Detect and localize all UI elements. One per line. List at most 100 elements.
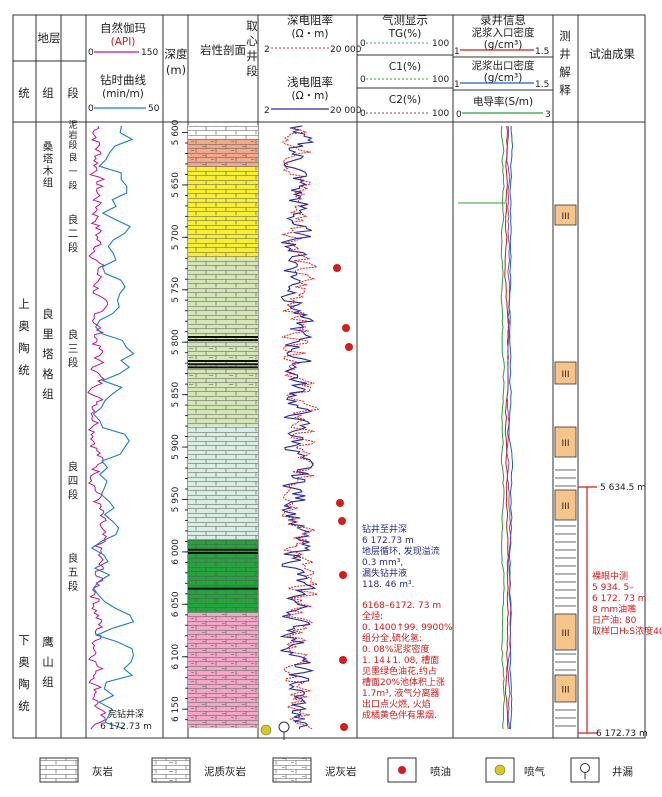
svg-text:取: 取 [246,19,258,33]
svg-text:良: 良 [68,328,79,341]
depth-label: 5 900 [171,434,181,460]
red-note-line: 全烃: [362,610,383,622]
test-bottom-label: 6 172.73 m [596,729,648,739]
mud-in-title: 泥浆入口密度 [472,26,535,39]
svg-text:一: 一 [68,168,77,178]
limestone-legend: 灰岩 [92,765,113,778]
member-0: 泥岩段 [68,120,77,151]
svg-text:里: 里 [42,327,54,341]
mud-in-min: 1 [454,47,460,57]
svg-text:良: 良 [68,460,79,473]
test-title: 试油成果 [589,47,635,61]
svg-text:良: 良 [68,213,79,226]
purple-curve [506,125,512,730]
mud-out-unit: (g/cm³) [484,72,523,84]
test-top-label: 5 634.5 m [600,483,646,493]
blue-note-line: 地层循环, 发现溢流 [362,545,440,557]
interp-label: III [562,370,570,380]
svg-text:桑: 桑 [43,141,54,153]
marl-legend: 泥灰岩 [325,765,357,778]
litho-pattern [188,612,258,729]
drill-title: 钻时曲线 [100,73,146,87]
depth-label: 5 950 [171,486,181,512]
red-note-line: 1. 14↓1. 08, 槽面 [362,654,439,666]
red-note-line: 6168–6172. 73 m [362,601,441,611]
cond-min: 0 [456,110,462,120]
depth-label: 5 800 [171,329,181,355]
mud-in-max: 1.5 [535,47,549,57]
group-header: 组 [42,86,54,100]
mud-out-max: 1.5 [535,80,549,90]
svg-text:山: 山 [42,655,54,669]
svg-text:鹰: 鹰 [42,635,54,649]
gamma-max: 150 [141,48,158,58]
limestone-legend-swatch [39,757,79,783]
svg-text:段: 段 [246,64,258,78]
interp-zone [554,204,577,226]
drill-complete-depth: 6 172.73 m [100,722,152,732]
svg-text:格: 格 [42,367,54,381]
red-note-line: 0. 1400↑99. 9900% [362,623,453,633]
interp-label: III [562,686,570,696]
svg-text:段: 段 [68,488,79,501]
member-4: 良四段 [68,460,79,501]
depth-label: 5 700 [171,224,181,250]
oil-spray-legend: 喷油 [430,765,451,778]
litho-pattern [188,125,258,139]
drill-min: 0 [88,104,94,114]
shallow-res-unit: (Ω・m) [292,90,329,102]
svg-text:组: 组 [42,675,54,689]
red-note-line: 成橘黄色伴有黑烟. [362,709,437,721]
interp-label: III [562,212,570,222]
svg-text:井: 井 [246,49,258,63]
svg-text:陶: 陶 [18,341,30,355]
muddy-limestone-legend-swatch [151,757,191,783]
litho-title: 岩性剖面 [200,43,246,57]
svg-text:统: 统 [18,699,30,713]
depth-label: 5 750 [171,277,181,303]
test-note-line: 8 mm油嘴 [592,603,636,615]
marl-legend-swatch [272,757,312,783]
blue-note-line: 118. 46 m³. [362,580,414,590]
svg-text:下: 下 [18,633,30,647]
interp-label: III [562,629,570,639]
red-note-line: 见墨绿色油花,约占 [362,665,437,677]
member-header: 段 [67,86,79,100]
muddy-limestone-legend: 泥质灰岩 [204,765,246,778]
svg-text:段: 段 [68,356,79,369]
depth-label: 5 600 [171,119,181,145]
oil-spray-icon [342,324,350,332]
column-dividers [35,15,579,738]
svg-text:良: 良 [68,552,79,565]
svg-text:解: 解 [559,65,571,79]
red-note-line: 槽面20%池体积上涨 [362,676,445,688]
litho-pattern [188,386,258,427]
mud-out-min: 1 [454,80,460,90]
interp-zone [554,426,577,458]
oil-spray-icon [336,499,344,507]
svg-text:组: 组 [43,176,54,189]
system-header: 统 [18,86,30,100]
interp-zone [554,674,577,703]
red-note-line: 出口点火燃, 火焰 [362,698,431,710]
depth-unit: (m) [166,63,186,77]
svg-text:段: 段 [68,580,79,593]
mud-out-curve [508,126,514,730]
red-note-line: 0. 08%泥浆密度 [362,643,429,655]
test-note-line: 日产油: 80 [592,614,637,626]
svg-text:心: 心 [246,34,258,48]
legend: 灰岩 泥质灰岩 泥灰岩 喷油 喷气 井漏 [39,757,633,783]
blue-note-line: 钻井至井深 [362,523,407,535]
svg-text:良: 良 [68,152,77,164]
red-note-line: 1.7m³, 液气分离器 [362,687,439,699]
gas-spray-icon [494,764,506,776]
svg-text:奥: 奥 [18,319,30,333]
c2-max: 100 [432,109,449,119]
gas-title: 气测显示 [382,13,428,27]
tg-min: 0 [360,39,366,49]
oil-spray-icon [398,766,406,774]
